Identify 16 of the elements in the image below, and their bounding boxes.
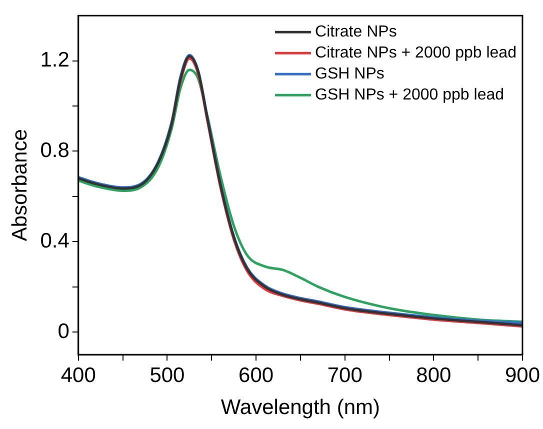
x-tick-label: 600	[238, 364, 274, 387]
x-tick-label: 800	[416, 364, 452, 387]
y-tick-label: 1.2	[40, 48, 70, 72]
x-tick-label: 700	[327, 364, 362, 387]
legend-label: GSH NPs	[315, 66, 384, 83]
x-axis-title: Wavelength (nm)	[220, 396, 380, 420]
x-tick-label: 900	[504, 364, 540, 387]
legend-label: GSH NPs + 2000 ppb lead	[315, 86, 504, 104]
y-axis-title: Absorbance	[8, 129, 32, 242]
legend-label: Citrate NPs	[315, 24, 397, 41]
x-tick-label: 400	[60, 364, 96, 387]
y-tick-label: 0.4	[40, 229, 70, 252]
y-tick-label: 0	[58, 320, 70, 343]
legend-label: Citrate NPs + 2000 ppb lead	[315, 44, 516, 62]
y-tick-label: 0.8	[40, 138, 70, 162]
x-tick-label: 500	[150, 364, 185, 387]
